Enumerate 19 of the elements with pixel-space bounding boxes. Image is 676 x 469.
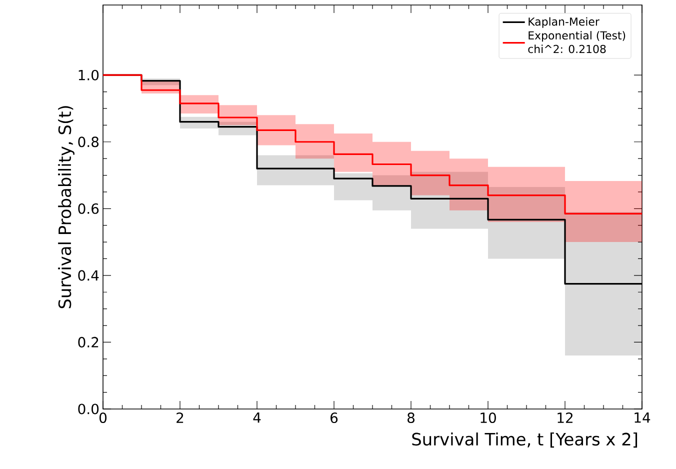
legend-label: Kaplan-Meier <box>528 17 600 28</box>
x-axis-title: Survival Time, t [Years x 2] <box>412 432 638 448</box>
y-tick-label: 0.8 <box>78 136 99 148</box>
x-tick-label: 10 <box>480 412 496 424</box>
legend-label: Exponential (Test) <box>528 31 626 42</box>
y-tick-label: 1.0 <box>78 70 99 80</box>
x-tick-label: 2 <box>176 412 184 423</box>
y-tick-label: 0.0 <box>78 404 99 414</box>
y-tick-label: 0.4 <box>78 270 99 281</box>
x-tick-label: 8 <box>408 412 414 424</box>
annotation: chi^2: 0.2108 <box>528 44 606 54</box>
x-tick-label: 0 <box>99 412 107 424</box>
x-tick-label: 14 <box>634 412 650 423</box>
y-axis-title: Survival Probability, S(t) <box>58 106 74 308</box>
x-tick-label: 12 <box>558 412 572 423</box>
y-tick-label: 0.2 <box>78 336 98 348</box>
x-tick-label: 4 <box>253 412 261 423</box>
y-tick-label: 0.6 <box>78 203 99 214</box>
x-tick-label: 6 <box>330 412 338 424</box>
